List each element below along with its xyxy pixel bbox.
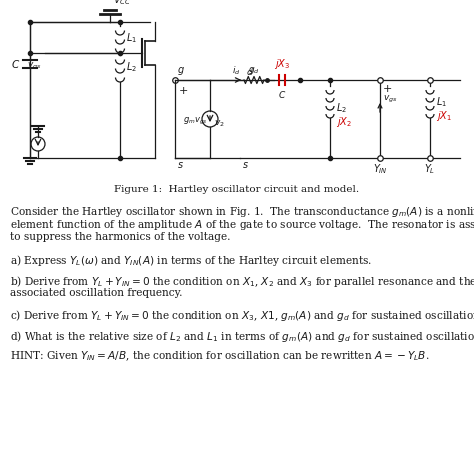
Text: Consider the Hartley oscillator shown in Fig. 1.  The transconductance $g_m(A)$ : Consider the Hartley oscillator shown in… [10,205,474,219]
Text: $s$: $s$ [177,160,184,170]
Text: $i_d$: $i_d$ [232,64,241,77]
Text: +: + [383,84,392,94]
Text: $L_1$: $L_1$ [436,95,447,109]
Text: $v_{gs}$: $v_{gs}$ [27,61,42,72]
Text: $jX_2$: $jX_2$ [336,115,352,129]
Text: element function of the amplitude $A$ of the gate to source voltage.  The resona: element function of the amplitude $A$ of… [10,218,474,233]
Text: $V_{CC}$: $V_{CC}$ [113,0,131,7]
Text: b) Derive from $Y_L+Y_{IN}=0$ the condition on $X_1$, $X_2$ and $X_3$ for parall: b) Derive from $Y_L+Y_{IN}=0$ the condit… [10,274,474,289]
Text: $v_{gs}$: $v_{gs}$ [383,94,398,105]
Text: $jX_1$: $jX_1$ [436,109,452,123]
Text: $L_2$: $L_2$ [336,101,347,115]
Text: $s$: $s$ [242,160,249,170]
Text: a) Express $Y_L(\omega)$ and $Y_{IN}(A)$ in terms of the Harltey circuit element: a) Express $Y_L(\omega)$ and $Y_{IN}(A)$… [10,254,373,269]
Text: $g_d$: $g_d$ [248,65,260,76]
Text: $L_1$: $L_1$ [126,31,137,45]
Text: $Y_{IN}$: $Y_{IN}$ [373,162,387,176]
Text: $L_2$: $L_2$ [126,60,137,74]
Text: $g$: $g$ [177,65,185,77]
Text: c) Derive from $Y_L+Y_{IN}=0$ the condition on $X_3$, $X1$, $g_m(A)$ and $g_d$ f: c) Derive from $Y_L+Y_{IN}=0$ the condit… [10,308,474,323]
Text: $Y_L$: $Y_L$ [424,162,436,176]
Text: $C$: $C$ [11,58,20,70]
Text: to suppress the harmonics of the voltage.: to suppress the harmonics of the voltage… [10,232,230,242]
Text: $g_m v_{gs}$: $g_m v_{gs}$ [183,116,208,127]
Text: $C$: $C$ [278,89,286,100]
Text: HINT: Given $Y_{IN}=A/B$, the condition for oscillation can be rewritten $A=-Y_L: HINT: Given $Y_{IN}=A/B$, the condition … [10,349,429,362]
Text: $d$: $d$ [246,66,254,77]
Text: d) What is the relative size of $L_2$ and $L_1$ in terms of $g_m(A)$ and $g_d$ f: d) What is the relative size of $L_2$ an… [10,329,474,344]
Text: associated oscillation frequency.: associated oscillation frequency. [10,287,182,298]
Text: +: + [179,86,188,96]
Text: $jX_3$: $jX_3$ [274,57,290,71]
Text: Figure 1:  Hartley oscillator circuit and model.: Figure 1: Hartley oscillator circuit and… [114,185,360,194]
Text: $v_2$: $v_2$ [214,119,225,129]
